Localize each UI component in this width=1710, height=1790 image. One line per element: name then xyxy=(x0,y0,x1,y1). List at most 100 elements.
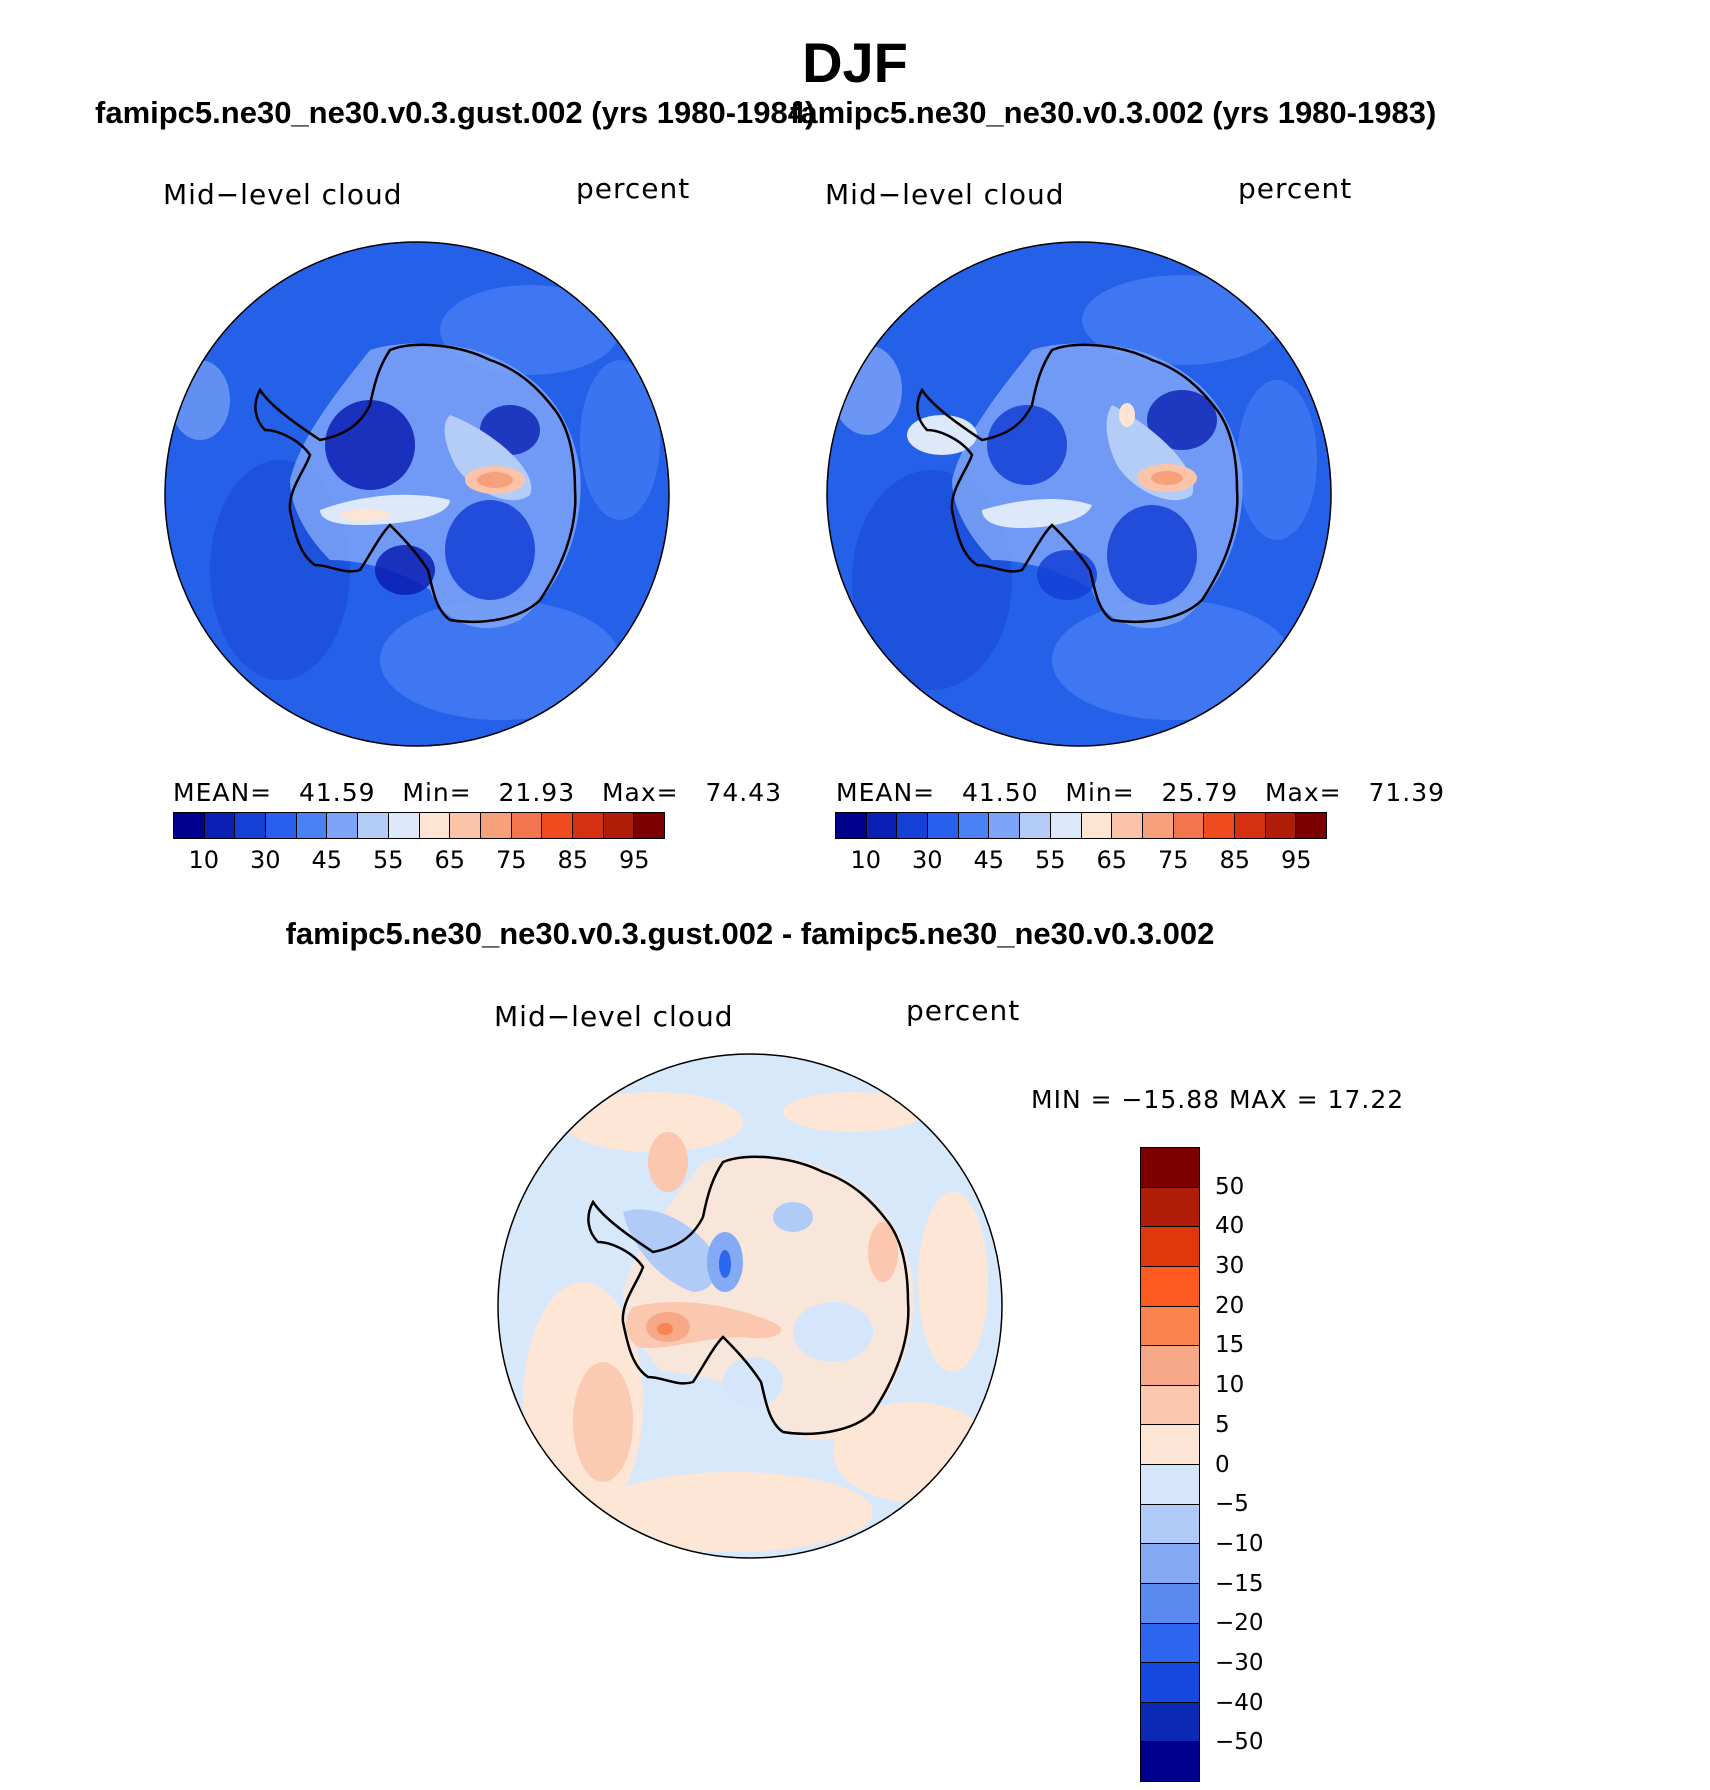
colorbar-tick-label: 45 xyxy=(973,846,1005,874)
panel2-units-label: percent xyxy=(1238,172,1353,205)
colorbar-swatch xyxy=(1296,813,1326,838)
colorbar-tick-label: −30 xyxy=(1215,1649,1264,1676)
colorbar-swatch xyxy=(1141,1583,1199,1624)
panel1-variable-label: Mid−level cloud xyxy=(163,178,403,211)
colorbar-tick-label: 45 xyxy=(311,846,343,874)
colorbar-swatch xyxy=(603,813,635,838)
colorbar-tick-label: 15 xyxy=(1215,1332,1245,1359)
figure-title: DJF xyxy=(802,31,908,94)
colorbar-swatch xyxy=(327,813,359,838)
colorbar-tick-label: 65 xyxy=(434,846,466,874)
colorbar-swatch xyxy=(1142,813,1174,838)
panel2-colorbar-ticks: 10 30 45 55 65 75 85 95 xyxy=(835,846,1327,876)
panel2-stats: MEAN= 41.50 Min= 25.79 Max= 71.39 xyxy=(836,778,1446,807)
colorbar-swatch xyxy=(511,813,543,838)
panel2-case-title: famipc5.ne30_ne30.v0.3.002 (yrs 1980-198… xyxy=(790,95,1437,130)
diff-minmax: MIN = −15.88 MAX = 17.22 xyxy=(1031,1085,1405,1114)
colorbar-swatch xyxy=(836,813,867,838)
colorbar-swatch xyxy=(1141,1346,1199,1386)
colorbar-tick-label: 95 xyxy=(618,846,650,874)
colorbar-tick-label: 10 xyxy=(1215,1372,1245,1399)
colorbar-tick-label: 20 xyxy=(1215,1292,1245,1319)
colorbar-swatch xyxy=(450,813,481,838)
colorbar-swatch xyxy=(1141,1504,1199,1545)
colorbar-swatch xyxy=(989,813,1021,838)
panel2-variable-label: Mid−level cloud xyxy=(825,178,1065,211)
colorbar-swatch xyxy=(928,813,959,838)
colorbar-tick-label: 40 xyxy=(1215,1213,1245,1240)
colorbar-swatch xyxy=(1141,1663,1199,1703)
panel1-colorbar xyxy=(173,812,665,839)
colorbar-swatch xyxy=(358,813,389,838)
panel2-colorbar xyxy=(835,812,1327,839)
colorbar-swatch xyxy=(174,813,205,838)
diff-polar-map xyxy=(497,1053,1003,1559)
colorbar-swatch xyxy=(897,813,929,838)
colorbar-swatch xyxy=(1141,1266,1199,1307)
colorbar-swatch xyxy=(1141,1187,1199,1228)
colorbar-swatch xyxy=(419,813,451,838)
colorbar-swatch xyxy=(1141,1702,1199,1743)
colorbar-tick-label: 10 xyxy=(188,846,220,874)
colorbar-tick-label: −15 xyxy=(1215,1570,1264,1597)
panel1-polar-map xyxy=(164,241,670,747)
colorbar-swatch xyxy=(1112,813,1143,838)
colorbar-swatch xyxy=(388,813,420,838)
colorbar-swatch xyxy=(1141,1227,1199,1267)
colorbar-swatch xyxy=(266,813,297,838)
colorbar-swatch xyxy=(1141,1742,1199,1781)
colorbar-swatch xyxy=(1050,813,1082,838)
panel1-case-title: famipc5.ne30_ne30.v0.3.gust.002 (yrs 198… xyxy=(95,95,816,130)
colorbar-swatch xyxy=(204,813,236,838)
colorbar-tick-label: 85 xyxy=(557,846,589,874)
panel1-stats: MEAN= 41.59 Min= 21.93 Max= 74.43 xyxy=(173,778,783,807)
diff-case-title: famipc5.ne30_ne30.v0.3.gust.002 - famipc… xyxy=(285,916,1215,951)
colorbar-tick-label: 65 xyxy=(1096,846,1128,874)
colorbar-tick-label: 30 xyxy=(1215,1253,1245,1280)
colorbar-swatch xyxy=(542,813,573,838)
diff-colorbar xyxy=(1140,1147,1200,1782)
colorbar-tick-label: −20 xyxy=(1215,1610,1264,1637)
colorbar-tick-label: −5 xyxy=(1215,1491,1249,1518)
colorbar-tick-label: 75 xyxy=(1157,846,1189,874)
colorbar-swatch xyxy=(1141,1623,1199,1664)
colorbar-swatch xyxy=(1020,813,1051,838)
colorbar-swatch xyxy=(480,813,512,838)
panel1-units-label: percent xyxy=(576,172,691,205)
colorbar-tick-label: −10 xyxy=(1215,1530,1264,1557)
colorbar-tick-label: 5 xyxy=(1215,1411,1230,1438)
colorbar-tick-label: 30 xyxy=(911,846,943,874)
colorbar-tick-label: 50 xyxy=(1215,1173,1245,1200)
colorbar-swatch xyxy=(1141,1465,1199,1505)
colorbar-swatch xyxy=(1141,1385,1199,1426)
colorbar-swatch xyxy=(1265,813,1297,838)
colorbar-tick-label: 75 xyxy=(495,846,527,874)
panel2-antarctica-coastline xyxy=(916,343,1239,624)
panel2-polar-map xyxy=(826,241,1332,747)
colorbar-swatch xyxy=(1141,1306,1199,1347)
colorbar-tick-label: −50 xyxy=(1215,1729,1264,1756)
diff-antarctica-coastline xyxy=(587,1155,910,1436)
diff-variable-label: Mid−level cloud xyxy=(494,1000,734,1033)
colorbar-swatch xyxy=(296,813,328,838)
colorbar-swatch xyxy=(1234,813,1266,838)
colorbar-tick-label: 10 xyxy=(850,846,882,874)
colorbar-tick-label: 85 xyxy=(1219,846,1251,874)
colorbar-swatch xyxy=(1141,1544,1199,1584)
panel1-colorbar-ticks: 10 30 45 55 65 75 85 95 xyxy=(173,846,665,876)
colorbar-swatch xyxy=(1204,813,1235,838)
colorbar-swatch xyxy=(1141,1425,1199,1465)
colorbar-tick-label: 30 xyxy=(249,846,281,874)
colorbar-swatch xyxy=(958,813,990,838)
colorbar-swatch xyxy=(572,813,604,838)
colorbar-swatch xyxy=(1081,813,1113,838)
colorbar-tick-label: −40 xyxy=(1215,1689,1264,1716)
colorbar-tick-label: 55 xyxy=(372,846,404,874)
panel1-antarctica-coastline xyxy=(254,343,577,624)
colorbar-tick-label: 95 xyxy=(1280,846,1312,874)
colorbar-swatch xyxy=(1141,1148,1199,1188)
colorbar-swatch xyxy=(866,813,898,838)
colorbar-swatch xyxy=(235,813,267,838)
diff-colorbar-ticks: 50 40 30 20 15 10 5 0 −5 −10 −15 −20 −30 −40 −50 xyxy=(1215,1147,1335,1782)
colorbar-swatch xyxy=(1173,813,1205,838)
